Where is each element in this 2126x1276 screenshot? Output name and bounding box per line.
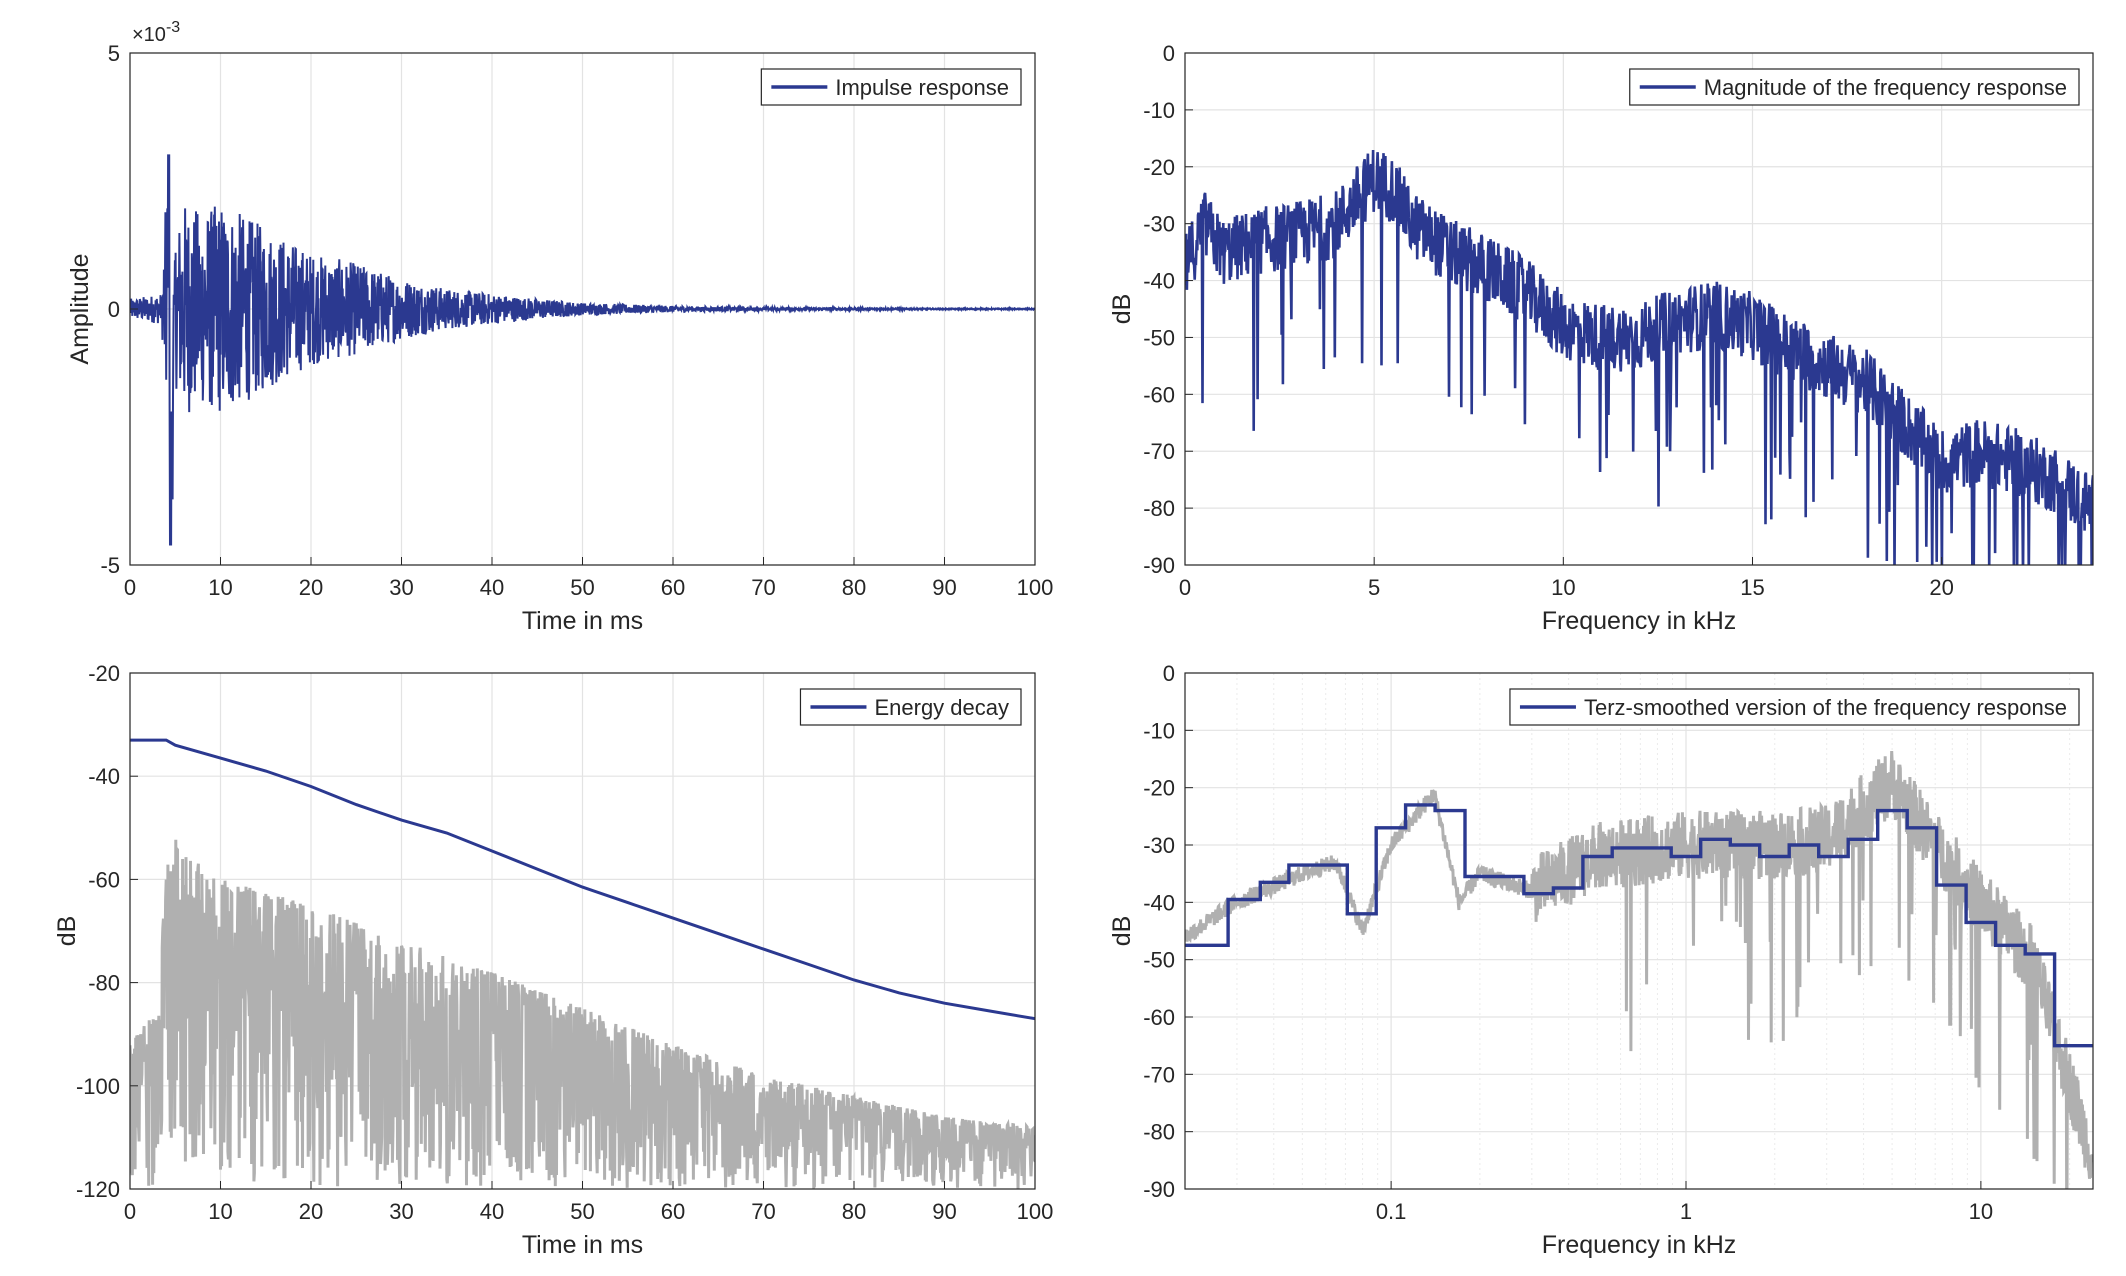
magnitude-legend: Magnitude of the frequency response — [1629, 68, 2080, 106]
x-tick-label: 80 — [842, 1199, 866, 1224]
x-tick-label: 0 — [124, 1199, 136, 1224]
energy-legend: Energy decay — [799, 688, 1022, 726]
y-axis-label: dB — [1108, 916, 1136, 947]
y-tick-label: -60 — [1143, 382, 1175, 407]
y-tick-label: -90 — [1143, 1177, 1175, 1202]
y-tick-label: -60 — [1143, 1005, 1175, 1030]
energy-decay-line — [130, 738, 1035, 1021]
x-axis-label: Frequency in kHz — [1542, 1231, 1737, 1259]
x-tick-label: 0 — [124, 575, 136, 600]
y-tick-label: -120 — [76, 1177, 120, 1202]
y-tick-label: -40 — [1143, 890, 1175, 915]
exponent-power: -3 — [166, 19, 180, 36]
x-tick-label: 5 — [1368, 575, 1380, 600]
impulse-response-line — [130, 154, 1035, 546]
x-tick-label: 100 — [1017, 1199, 1054, 1224]
x-tick-label: 50 — [570, 1199, 594, 1224]
exponent-label: ×10-3 — [132, 19, 180, 46]
terz-series-group — [1185, 751, 2093, 1189]
legend-label: Magnitude of the frequency response — [1704, 75, 2067, 100]
impulse-series-group — [130, 154, 1035, 546]
magnitude-series-group — [1185, 149, 2093, 565]
y-axis-label: dB — [1108, 294, 1136, 325]
x-tick-label: 30 — [389, 575, 413, 600]
y-tick-label: -40 — [1143, 269, 1175, 294]
y-tick-label: -10 — [1143, 718, 1175, 743]
y-tick-label: -20 — [88, 661, 120, 686]
magnitude-axes-box — [1184, 52, 2094, 566]
terz-smoothed-line — [1185, 803, 2093, 1048]
energy-chart: 0 10 20 30 40 50 60 70 80 90 100 -20 -40 -60 -80 -100 -1… — [53, 661, 1053, 1259]
terz-chart: 0.1 1 10 0 -10 -20 -30 -40 -50 -60 -70 -80 -90 Freque… — [1108, 661, 2094, 1259]
y-tick-label: -80 — [1143, 496, 1175, 521]
legend-box — [1629, 68, 2080, 106]
x-tick-label: 10 — [208, 1199, 232, 1224]
y-tick-label: -70 — [1143, 1062, 1175, 1087]
x-tick-label: 0 — [1179, 575, 1191, 600]
x-tick-label: 70 — [751, 1199, 775, 1224]
terz-legend: Terz-smoothed version of the frequency r… — [1509, 688, 2080, 726]
y-tick-label: -90 — [1143, 553, 1175, 578]
y-tick-label: -5 — [100, 553, 120, 578]
x-tick-label: 30 — [389, 1199, 413, 1224]
impulse-legend: Impulse response — [760, 68, 1022, 106]
terz-axes-box — [1184, 672, 2094, 1190]
legend-box — [1509, 688, 2080, 726]
y-tick-label: 0 — [1163, 41, 1175, 66]
x-tick-label: 10 — [208, 575, 232, 600]
x-tick-label: 15 — [1740, 575, 1764, 600]
y-axis-label: Amplitude — [66, 253, 94, 364]
y-tick-label: -30 — [1143, 833, 1175, 858]
y-tick-label: -40 — [88, 764, 120, 789]
x-tick-label: 80 — [842, 575, 866, 600]
x-axis-label: Frequency in kHz — [1542, 607, 1737, 635]
y-tick-label: -10 — [1143, 98, 1175, 123]
x-tick-label: 100 — [1017, 575, 1054, 600]
y-tick-label: -50 — [1143, 948, 1175, 973]
y-tick-label: -20 — [1143, 155, 1175, 180]
x-tick-label: 20 — [1929, 575, 1953, 600]
x-tick-label: 10 — [1969, 1199, 1993, 1224]
x-tick-label: 90 — [932, 1199, 956, 1224]
y-tick-label: -70 — [1143, 439, 1175, 464]
y-tick-label: 0 — [108, 297, 120, 322]
legend-label: Energy decay — [874, 695, 1009, 720]
x-tick-label: 90 — [932, 575, 956, 600]
x-tick-label: 0.1 — [1376, 1199, 1407, 1224]
y-tick-label: -30 — [1143, 212, 1175, 237]
x-tick-label: 40 — [480, 575, 504, 600]
x-axis-label: Time in ms — [522, 1231, 643, 1259]
x-tick-label: 20 — [299, 1199, 323, 1224]
y-tick-label: -60 — [88, 867, 120, 892]
energy-series-group — [130, 738, 1035, 1189]
x-tick-label: 10 — [1551, 575, 1575, 600]
x-tick-label: 1 — [1680, 1199, 1692, 1224]
x-tick-label: 60 — [661, 1199, 685, 1224]
y-tick-label: 0 — [1163, 661, 1175, 686]
x-tick-label: 50 — [570, 575, 594, 600]
x-tick-label: 60 — [661, 575, 685, 600]
x-tick-label: 40 — [480, 1199, 504, 1224]
x-axis-label: Time in ms — [522, 607, 643, 635]
y-tick-label: -80 — [1143, 1120, 1175, 1145]
y-axis-label: dB — [53, 916, 81, 947]
y-tick-label: 5 — [108, 41, 120, 66]
y-tick-label: -50 — [1143, 325, 1175, 350]
energy-raw-line — [130, 839, 1035, 1189]
y-tick-label: -20 — [1143, 776, 1175, 801]
y-tick-label: -100 — [76, 1074, 120, 1099]
x-tick-label: 70 — [751, 575, 775, 600]
x-tick-label: 20 — [299, 575, 323, 600]
magnitude-chart: 0 5 10 15 20 0 -10 -20 -30 -40 -50 -60 -70 -80 -90 Freq… — [1108, 41, 2094, 635]
legend-label: Impulse response — [835, 75, 1009, 100]
legend-label: Terz-smoothed version of the frequency r… — [1584, 695, 2067, 720]
magnitude-line — [1185, 149, 2093, 565]
terz-plot-area — [1185, 673, 2093, 1189]
y-tick-label: -80 — [88, 971, 120, 996]
